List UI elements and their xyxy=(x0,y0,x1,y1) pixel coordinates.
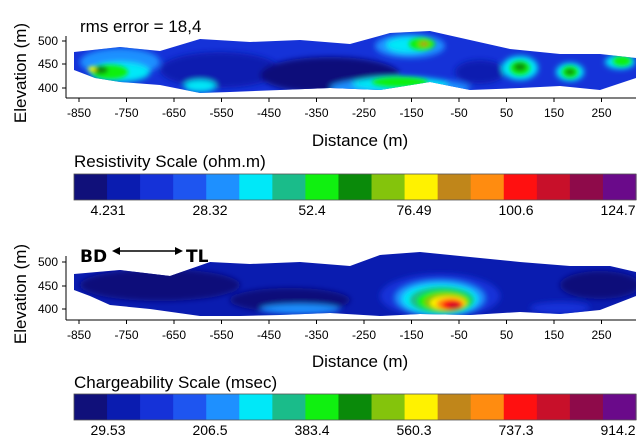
chargeability-scale-swatch xyxy=(404,394,439,420)
chargeability-x-tick: 250 xyxy=(591,328,611,342)
resistivity-x-tick: -850 xyxy=(67,106,91,120)
resistivity-x-tick: -550 xyxy=(209,106,233,120)
chargeability-scale-label: 560.3 xyxy=(396,422,431,438)
resistivity-x-tick: -350 xyxy=(304,106,328,120)
resistivity-scale-label: 4.231 xyxy=(90,202,125,218)
chargeability-x-tick: -350 xyxy=(304,328,328,342)
resistivity-scale-swatch xyxy=(536,174,571,200)
chargeability-x-tick: -150 xyxy=(399,328,423,342)
resistivity-y-axis-label: Elevation (m) xyxy=(11,23,30,123)
chargeability-scale-swatch xyxy=(536,394,571,420)
chargeability-x-tick: -50 xyxy=(450,328,468,342)
resistivity-x-tick: -150 xyxy=(399,106,423,120)
chargeability-scale-swatch xyxy=(74,394,108,420)
resistivity-axes xyxy=(62,36,636,102)
resistivity-scale-border xyxy=(73,173,637,201)
resistivity-scale-label: 28.32 xyxy=(192,202,227,218)
chargeability-x-axis-label: Distance (m) xyxy=(312,352,408,371)
chargeability-x-tick: -550 xyxy=(209,328,233,342)
chargeability-scale-label: 29.53 xyxy=(90,422,125,438)
chargeability-scale-swatch xyxy=(569,394,604,420)
chargeability-scale-swatch xyxy=(239,394,273,420)
chargeability-scale-label: 206.5 xyxy=(192,422,227,438)
chargeability-scale-swatch xyxy=(371,394,406,420)
resistivity-scale-swatch xyxy=(239,174,273,200)
resistivity-x-tick: -750 xyxy=(114,106,138,120)
chargeability-scale-border xyxy=(73,393,637,421)
chargeability-scale-swatch xyxy=(173,394,207,420)
chargeability-scale-label: 383.4 xyxy=(294,422,329,438)
chargeability-scale-swatch xyxy=(107,394,141,420)
chargeability-scale-swatch xyxy=(437,394,472,420)
chargeability-x-tick: 150 xyxy=(544,328,564,342)
resistivity-scale-swatch xyxy=(404,174,439,200)
double-arrow xyxy=(112,247,183,255)
chargeability-scale-labels: 29.53 206.5 383.4 560.3 737.3 914.2 xyxy=(90,422,635,438)
resistivity-scale-swatch xyxy=(74,174,108,200)
chargeability-x-tick: -750 xyxy=(114,328,138,342)
chargeability-x-tick-labels: -850 -750 -650 -550 -450 -350 -250 -150 -50 50 150… xyxy=(67,328,612,342)
chargeability-scale-swatch xyxy=(602,394,637,420)
resistivity-scale-swatch xyxy=(437,174,472,200)
resistivity-scale-label: 52.4 xyxy=(298,202,325,218)
resistivity-scale-swatch xyxy=(470,174,505,200)
resistivity-scale-swatch xyxy=(338,174,373,200)
chargeability-axes xyxy=(62,256,636,324)
resistivity-x-tick: -250 xyxy=(352,106,376,120)
resistivity-scale-swatch xyxy=(503,174,538,200)
resistivity-scale-swatch xyxy=(602,174,637,200)
chargeability-color-scale xyxy=(73,393,637,421)
chargeability-scale-swatch xyxy=(338,394,373,420)
resistivity-scale-swatch xyxy=(107,174,141,200)
resistivity-color-scale xyxy=(73,173,637,201)
resistivity-scale-labels: 4.231 28.32 52.4 76.49 100.6 124.7 xyxy=(90,202,635,218)
resistivity-scale-label: 100.6 xyxy=(498,202,533,218)
resistivity-x-tick: -650 xyxy=(162,106,186,120)
bd-label: BD xyxy=(80,247,107,267)
chargeability-scale-swatch xyxy=(503,394,538,420)
chargeability-y-tick: 450 xyxy=(38,279,58,293)
resistivity-scale-swatch xyxy=(173,174,207,200)
resistivity-x-tick-labels: -850 -750 -650 -550 -450 -350 -250 -150 -50 50 150… xyxy=(67,106,612,120)
resistivity-y-tick: 500 xyxy=(38,34,58,48)
resistivity-y-tick: 450 xyxy=(38,57,58,71)
resistivity-x-axis-label: Distance (m) xyxy=(312,131,408,150)
chargeability-scale-swatch xyxy=(206,394,240,420)
resistivity-scale-swatch xyxy=(206,174,240,200)
resistivity-x-tick: 50 xyxy=(500,106,514,120)
resistivity-scale-swatch xyxy=(371,174,406,200)
chargeability-scale-label: 914.2 xyxy=(600,422,635,438)
chargeability-x-tick: -850 xyxy=(67,328,91,342)
resistivity-x-tick: 250 xyxy=(591,106,611,120)
resistivity-scale-title: Resistivity Scale (ohm.m) xyxy=(74,152,266,171)
resistivity-x-tick: -50 xyxy=(450,106,468,120)
resistivity-x-tick: 150 xyxy=(544,106,564,120)
resistivity-scale-swatch xyxy=(140,174,174,200)
chargeability-scale-swatch xyxy=(272,394,307,420)
resistivity-scale-label: 124.7 xyxy=(600,202,635,218)
chargeability-x-tick: -650 xyxy=(162,328,186,342)
resistivity-y-tick: 400 xyxy=(38,81,58,95)
resistivity-section-plot xyxy=(74,31,636,93)
resistivity-scale-swatch xyxy=(272,174,307,200)
chargeability-section-plot xyxy=(74,252,636,316)
chargeability-scale-swatch xyxy=(305,394,340,420)
resistivity-scale-label: 76.49 xyxy=(396,202,431,218)
chargeability-scale-swatch xyxy=(140,394,174,420)
chargeability-y-tick: 400 xyxy=(38,302,58,316)
resistivity-scale-swatch xyxy=(569,174,604,200)
chargeability-y-axis-label: Elevation (m) xyxy=(11,244,30,344)
chargeability-scale-title: Chargeability Scale (msec) xyxy=(74,373,277,392)
tl-label: TL xyxy=(186,247,209,267)
resistivity-scale-swatch xyxy=(305,174,340,200)
chargeability-x-tick: -450 xyxy=(257,328,281,342)
chargeability-x-tick: 50 xyxy=(500,328,514,342)
resistivity-x-tick: -450 xyxy=(257,106,281,120)
chargeability-scale-swatch xyxy=(470,394,505,420)
chargeability-scale-label: 737.3 xyxy=(498,422,533,438)
chargeability-x-tick: -250 xyxy=(352,328,376,342)
chargeability-y-tick: 500 xyxy=(38,255,58,269)
rms-error-annotation: rms error = 18,4 xyxy=(80,17,201,36)
